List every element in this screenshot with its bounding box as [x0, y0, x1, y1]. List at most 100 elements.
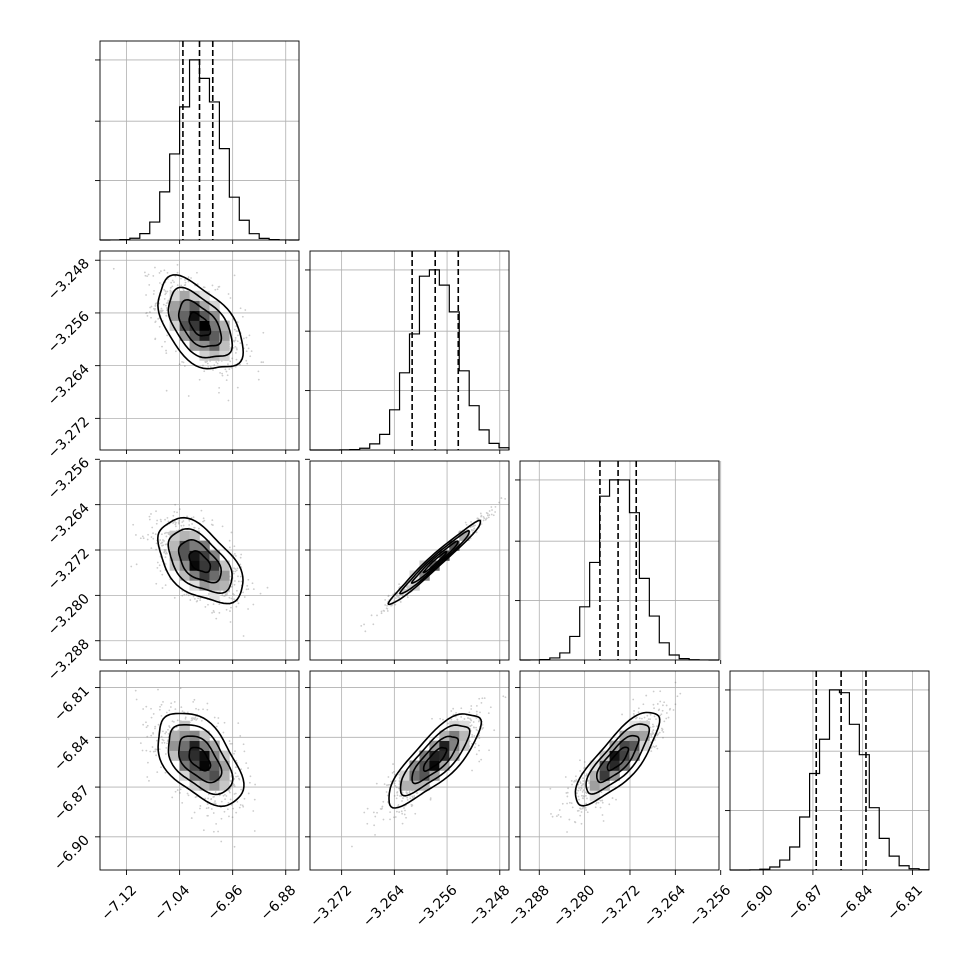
density-cell [169, 730, 180, 741]
scatter-point [582, 797, 585, 800]
scatter-point [481, 697, 484, 700]
scatter-point [468, 711, 471, 714]
scatter-point [146, 538, 149, 541]
scatter-point [202, 708, 204, 711]
scatter-point [406, 796, 409, 799]
scatter-point [171, 279, 174, 282]
scatter-point [394, 784, 397, 787]
scatter-point [411, 804, 414, 807]
scatter-point [192, 516, 195, 519]
scatter-point [679, 692, 682, 695]
scatter-point [480, 701, 483, 704]
scatter-point [235, 330, 238, 333]
density-cell [179, 330, 190, 341]
scatter-point [585, 802, 588, 805]
scatter-point [583, 766, 586, 769]
scatter-point [190, 817, 193, 819]
scatter-point [194, 796, 197, 799]
scatter-point [238, 806, 241, 809]
y-tick-label: −3.248 [45, 256, 93, 304]
scatter-point [231, 357, 234, 360]
scatter-point [662, 704, 664, 707]
scatter-point [221, 594, 224, 597]
density-cell [409, 780, 420, 791]
scatter-point [470, 705, 473, 707]
scatter-point [161, 587, 164, 589]
density-cell [189, 330, 200, 341]
scatter-point [487, 516, 490, 519]
scatter-point [152, 537, 155, 540]
scatter-point [222, 794, 225, 797]
density-cell [199, 320, 210, 331]
scatter-point [250, 350, 253, 353]
scatter-point [148, 311, 151, 313]
scatter-point [161, 541, 164, 544]
scatter-point [222, 731, 225, 734]
scatter-point [658, 731, 661, 734]
scatter-point [164, 563, 167, 565]
scatter-point [112, 267, 115, 270]
scatter-point [190, 719, 193, 722]
scatter-point [229, 779, 232, 782]
scatter-point [155, 510, 157, 513]
scatter-point [392, 770, 395, 773]
scatter-point [228, 596, 231, 599]
scatter-point [166, 334, 169, 337]
scatter-point [406, 586, 409, 589]
scatter-point [246, 362, 249, 365]
density-cell [449, 540, 460, 551]
scatter-point [157, 723, 160, 726]
scatter-point [135, 534, 137, 536]
scatter-point [207, 814, 209, 817]
panel-content [100, 461, 299, 660]
scatter-point [652, 732, 654, 735]
scatter-point [650, 735, 653, 738]
scatter-point [568, 801, 571, 804]
scatter-point [239, 735, 242, 737]
scatter-point [632, 698, 635, 701]
scatter-point [211, 611, 213, 614]
scatter-point [502, 695, 505, 698]
density-cell [419, 770, 430, 781]
scatter-point [148, 518, 151, 521]
y-tick-label: −6.90 [51, 832, 93, 874]
scatter-point [174, 350, 177, 353]
scatter-point [217, 286, 220, 288]
scatter-point [650, 750, 653, 753]
scatter-point [595, 802, 598, 805]
histogram-panel-1 [305, 250, 510, 451]
scatter-point [387, 783, 390, 786]
scatter-point [165, 711, 168, 714]
scatter-point [601, 814, 604, 816]
scatter-point [154, 533, 157, 536]
density-cell [179, 730, 190, 741]
scatter-point [471, 735, 474, 738]
scatter-point [386, 784, 388, 787]
scatter-point [196, 271, 198, 274]
scatter-point [393, 599, 396, 602]
scatter-point [475, 713, 478, 716]
scatter-point [217, 722, 220, 725]
scatter-point [218, 285, 221, 288]
scatter-point [154, 725, 157, 728]
contour-line [188, 746, 212, 772]
scatter-point [232, 784, 235, 787]
scatter-point [238, 778, 241, 781]
scatter-point [615, 798, 617, 801]
scatter-point [181, 521, 184, 524]
scatter-point [235, 775, 237, 778]
scatter-point [455, 711, 458, 714]
scatter-point [150, 734, 153, 737]
scatter-point [582, 794, 584, 797]
density-cell [219, 320, 230, 331]
scatter-point [229, 621, 232, 623]
scatter-point [403, 813, 406, 816]
scatter-point [155, 302, 158, 305]
scatter-point [470, 708, 473, 710]
density-cell [179, 540, 190, 551]
scatter-point [143, 271, 146, 274]
x-tick-label: −3.256 [686, 882, 734, 930]
density-cell [599, 760, 610, 771]
scatter-point [398, 583, 401, 586]
scatter-point [471, 529, 474, 531]
